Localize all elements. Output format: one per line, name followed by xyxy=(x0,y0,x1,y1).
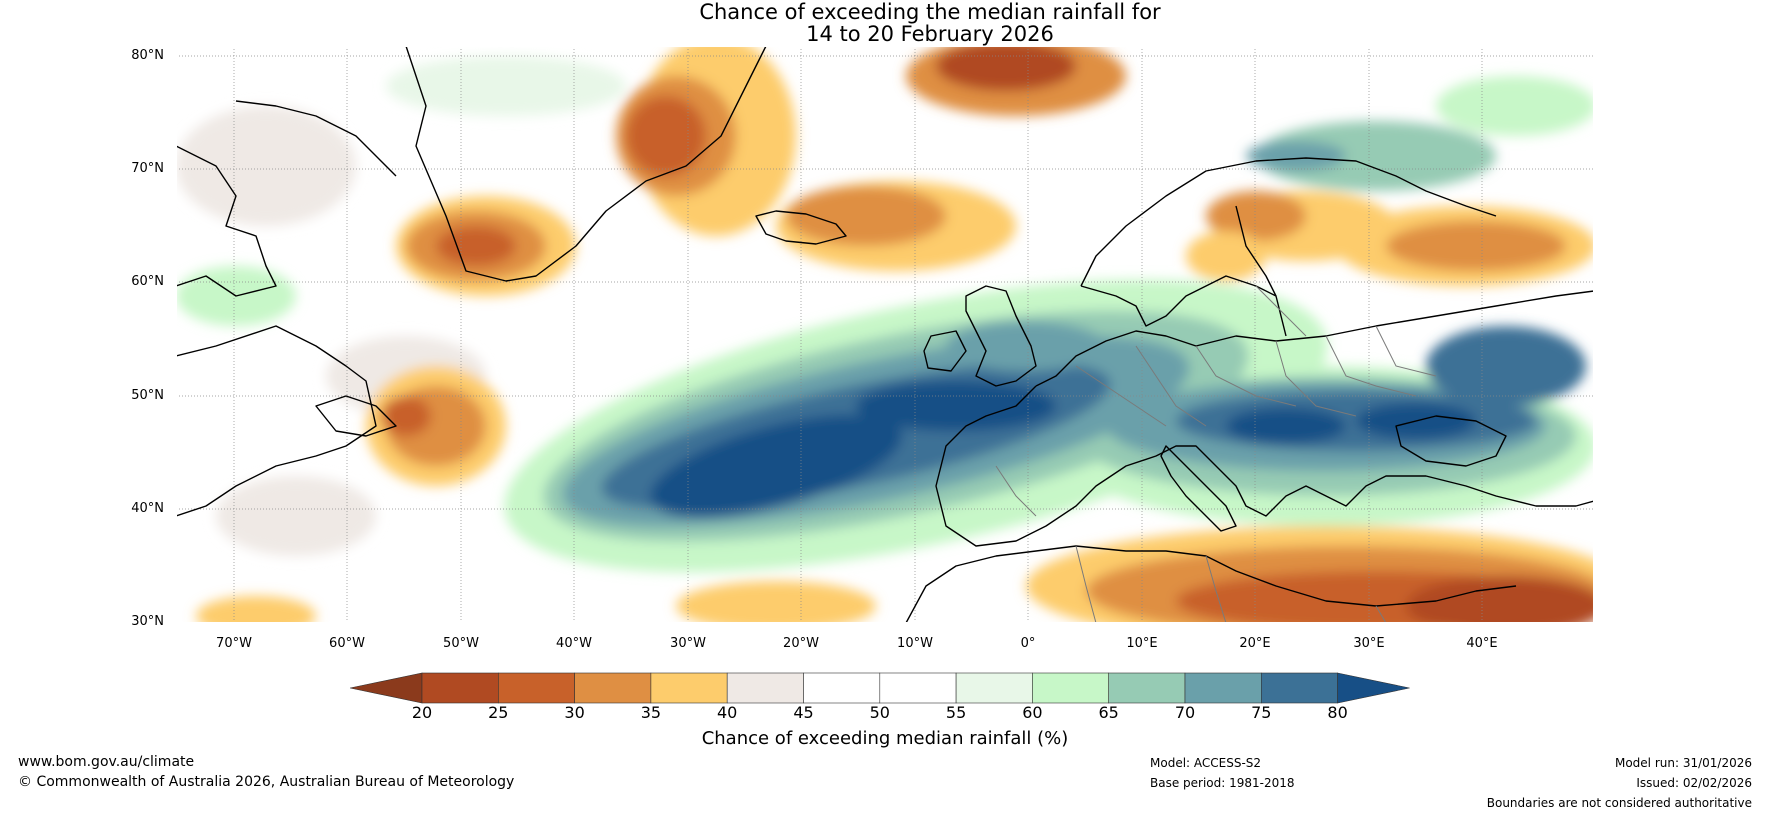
lon-label-10e: 10°E xyxy=(1126,636,1158,651)
footer-base-period: Base period: 1981-2018 xyxy=(1150,776,1295,790)
lon-label-30w: 30°W xyxy=(670,636,706,651)
coast-black-sea xyxy=(1395,415,1507,467)
colorbar-segment xyxy=(1260,672,1338,704)
lon-label-20w: 20°W xyxy=(783,636,819,651)
title-line-2: 14 to 20 February 2026 xyxy=(806,22,1054,46)
colorbar-tick-label: 20 xyxy=(411,703,433,722)
lon-label-0: 0° xyxy=(1020,636,1036,651)
colorbar-segment xyxy=(1184,672,1262,704)
colorbar-tick-label: 70 xyxy=(1174,703,1196,722)
coast-north-africa xyxy=(905,545,1517,623)
colorbar-segment xyxy=(650,672,728,704)
lat-label-40n: 40°N xyxy=(131,501,164,516)
graticule xyxy=(176,46,1594,623)
title-line-1: Chance of exceeding the median rainfall … xyxy=(699,0,1161,24)
footer-disclaimer: Boundaries are not considered authoritat… xyxy=(1486,796,1752,810)
lat-label-60n: 60°N xyxy=(131,274,164,289)
colorbar-tick-label: 60 xyxy=(1022,703,1043,722)
colorbar-tick-label: 40 xyxy=(717,703,738,722)
coast-europe xyxy=(1035,290,1594,387)
colorbar-tick-label: 30 xyxy=(564,703,585,722)
footer-model-run: Model run: 31/01/2026 xyxy=(1614,756,1752,770)
colorbar-extend-high xyxy=(1337,672,1410,704)
footer-model: Model: ACCESS-S2 xyxy=(1150,756,1262,770)
lat-label-30n: 30°N xyxy=(131,614,164,629)
coast-north-america xyxy=(176,145,277,297)
colorbar-tick-label: 50 xyxy=(869,703,890,722)
lon-label-70w: 70°W xyxy=(216,636,252,651)
lon-label-20e: 20°E xyxy=(1239,636,1271,651)
footer-copyright: © Commonwealth of Australia 2026, Austra… xyxy=(18,774,515,790)
lat-label-80n: 80°N xyxy=(131,48,164,63)
colorbar-segment xyxy=(879,672,957,704)
coast-iceland xyxy=(755,210,847,245)
coast-scandinavia xyxy=(1080,157,1497,287)
lon-label-30e: 30°E xyxy=(1353,636,1385,651)
colorbar-segment xyxy=(498,672,575,704)
colorbar-tick-label: 25 xyxy=(488,703,509,722)
lat-label-50n: 50°N xyxy=(131,388,164,403)
lat-label-70n: 70°N xyxy=(131,161,164,176)
colorbar-tick-label: 80 xyxy=(1327,703,1348,722)
coast-greenland xyxy=(405,46,767,282)
colorbar xyxy=(350,672,1410,704)
colorbar-tick-label: 35 xyxy=(640,703,662,722)
colorbar-tick-label: 75 xyxy=(1251,703,1272,722)
colorbar-tick-label: 55 xyxy=(945,703,967,722)
footer-url: www.bom.gov.au/climate xyxy=(18,754,195,770)
coast-ireland xyxy=(923,330,967,372)
footer-issued: Issued: 02/02/2026 xyxy=(1636,776,1752,790)
colorbar-segment xyxy=(421,672,499,704)
lon-label-40e: 40°E xyxy=(1466,636,1498,651)
colorbar-segment xyxy=(803,672,881,704)
colorbar-segment xyxy=(1108,672,1186,704)
lon-label-40w: 40°W xyxy=(556,636,592,651)
colorbar-label: Chance of exceeding median rainfall (%) xyxy=(701,728,1069,749)
colorbar-tick-label: 45 xyxy=(793,703,814,722)
colorbar-tick-label: 65 xyxy=(1098,703,1119,722)
coast-britain xyxy=(965,285,1037,387)
colorbar-segment xyxy=(726,672,804,704)
lon-label-50w: 50°W xyxy=(443,636,479,651)
colorbar-segment xyxy=(1032,672,1110,704)
borders xyxy=(995,285,1437,623)
coastlines xyxy=(176,46,1594,623)
rainfall-probability-map xyxy=(176,46,1594,623)
colorbar-extend-low xyxy=(350,672,423,704)
coast-italy xyxy=(1160,445,1237,532)
colorbar-segment xyxy=(574,672,652,704)
lon-label-10w: 10°W xyxy=(897,636,933,651)
lon-label-60w: 60°W xyxy=(329,636,365,651)
colorbar-segment xyxy=(955,672,1033,704)
